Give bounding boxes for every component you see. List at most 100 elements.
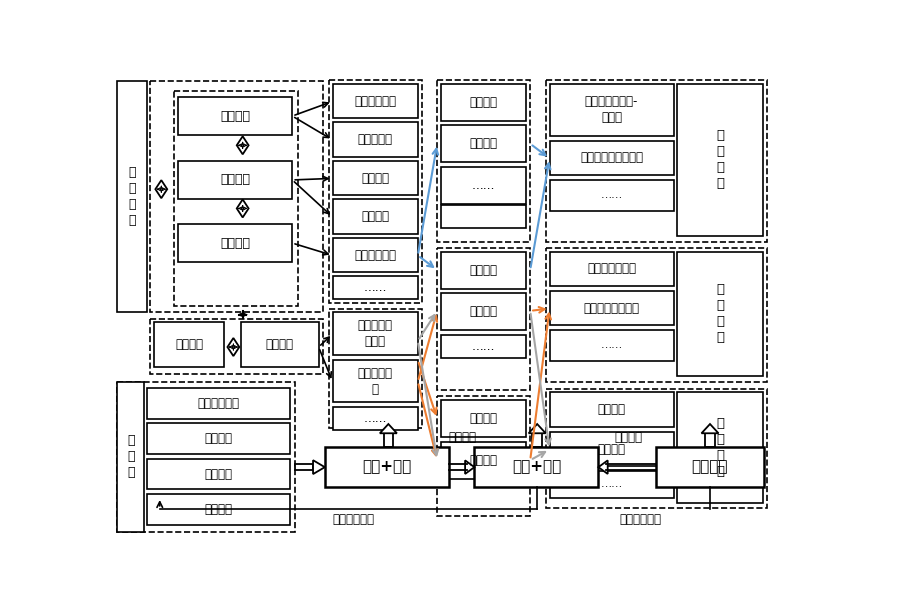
Bar bbox=[147, 459, 290, 489]
Bar bbox=[333, 407, 418, 430]
Bar bbox=[117, 82, 147, 313]
Polygon shape bbox=[236, 200, 248, 217]
Bar bbox=[333, 199, 418, 234]
Bar bbox=[550, 141, 673, 176]
Bar bbox=[154, 322, 224, 367]
Bar bbox=[150, 319, 323, 374]
Text: 小学期实习: 小学期实习 bbox=[358, 133, 392, 146]
Text: 综合实践: 综合实践 bbox=[220, 173, 250, 187]
Bar bbox=[325, 447, 448, 487]
Bar bbox=[545, 389, 766, 508]
Text: 专业素养: 专业素养 bbox=[469, 138, 497, 150]
Text: 校企合作: 校企合作 bbox=[448, 432, 476, 445]
Text: 专业技能: 专业技能 bbox=[469, 96, 497, 109]
Text: 软件开发工程中心: 软件开发工程中心 bbox=[583, 301, 640, 314]
Bar bbox=[656, 447, 765, 487]
Text: 提升实践: 提升实践 bbox=[220, 236, 250, 249]
Bar bbox=[333, 238, 418, 273]
Bar bbox=[550, 252, 673, 286]
Bar bbox=[241, 322, 319, 367]
Bar bbox=[545, 80, 766, 241]
Text: 学
科
平
台: 学 科 平 台 bbox=[716, 130, 724, 190]
Bar bbox=[441, 84, 526, 120]
Text: 测绘工程: 测绘工程 bbox=[204, 468, 232, 481]
Text: ……: …… bbox=[601, 480, 622, 489]
Bar bbox=[678, 252, 763, 376]
Text: 地理科学: 地理科学 bbox=[204, 432, 232, 445]
Text: 安徽省高峰学科-
地理学: 安徽省高峰学科- 地理学 bbox=[585, 95, 638, 125]
Bar bbox=[441, 125, 526, 162]
Text: 地理信息系
统原理: 地理信息系 统原理 bbox=[358, 319, 392, 348]
Text: 学科竞赛: 学科竞赛 bbox=[469, 263, 497, 276]
Bar bbox=[178, 224, 293, 262]
Bar bbox=[333, 122, 418, 157]
Text: 空间分析原
理: 空间分析原 理 bbox=[358, 367, 392, 396]
Bar bbox=[438, 396, 530, 516]
Bar bbox=[441, 252, 526, 289]
Bar bbox=[117, 382, 144, 532]
Polygon shape bbox=[701, 424, 718, 433]
Bar bbox=[678, 392, 763, 503]
Polygon shape bbox=[313, 460, 325, 474]
Bar bbox=[441, 441, 526, 479]
Bar bbox=[383, 433, 393, 447]
Polygon shape bbox=[598, 460, 608, 474]
Bar bbox=[117, 382, 295, 532]
Bar bbox=[333, 313, 418, 355]
Bar bbox=[550, 84, 673, 136]
Bar bbox=[147, 423, 290, 454]
Text: 专
业
群: 专 业 群 bbox=[127, 434, 134, 480]
Bar bbox=[678, 84, 763, 236]
Polygon shape bbox=[227, 338, 239, 356]
Bar bbox=[550, 392, 673, 427]
Bar bbox=[441, 400, 526, 437]
Bar bbox=[441, 204, 526, 228]
Text: 实景地理环境实验室: 实景地理环境实验室 bbox=[580, 152, 643, 165]
Polygon shape bbox=[528, 424, 545, 433]
Text: 基础数据采集: 基础数据采集 bbox=[354, 95, 396, 107]
Bar bbox=[333, 84, 418, 119]
Text: 反哺平台建设: 反哺平台建设 bbox=[619, 513, 661, 526]
Text: 理论课程: 理论课程 bbox=[265, 338, 294, 351]
Bar bbox=[150, 82, 323, 313]
Polygon shape bbox=[155, 180, 168, 198]
Bar bbox=[438, 247, 530, 390]
Text: 教学+成果: 教学+成果 bbox=[512, 460, 561, 475]
Text: ……: …… bbox=[601, 341, 622, 351]
Text: ……: …… bbox=[363, 412, 387, 425]
Text: 实践+理论: 实践+理论 bbox=[362, 460, 411, 475]
Bar bbox=[441, 167, 526, 204]
Bar bbox=[295, 464, 313, 470]
Text: ……: …… bbox=[472, 179, 496, 192]
Bar bbox=[550, 180, 673, 211]
Text: 基础实践: 基础实践 bbox=[220, 109, 250, 123]
Text: 促进专业发展: 促进专业发展 bbox=[333, 513, 374, 526]
Bar bbox=[329, 308, 421, 428]
Text: 创新创业实践: 创新创业实践 bbox=[354, 249, 396, 262]
Text: ……: …… bbox=[363, 281, 387, 294]
Text: 校企合作: 校企合作 bbox=[614, 432, 642, 445]
Bar bbox=[147, 388, 290, 419]
Text: 企业导师: 企业导师 bbox=[175, 338, 203, 351]
Text: 无人机工程中心: 无人机工程中心 bbox=[587, 262, 636, 275]
Bar bbox=[475, 447, 598, 487]
Text: 依托平台: 依托平台 bbox=[692, 460, 728, 475]
Text: 南京国图: 南京国图 bbox=[598, 403, 625, 416]
Bar bbox=[147, 494, 290, 525]
Polygon shape bbox=[465, 460, 475, 474]
Bar bbox=[550, 471, 673, 498]
Text: 企
业
融
入: 企 业 融 入 bbox=[128, 166, 136, 227]
Bar bbox=[333, 360, 418, 402]
Bar bbox=[441, 335, 526, 358]
Text: ……: …… bbox=[601, 190, 622, 200]
Bar bbox=[174, 91, 298, 306]
Text: 导航工程: 导航工程 bbox=[204, 503, 232, 516]
Bar bbox=[441, 293, 526, 330]
Text: 毕业实习: 毕业实习 bbox=[361, 171, 390, 185]
Text: 企
业
政
府: 企 业 政 府 bbox=[716, 417, 724, 478]
Text: 基础教学: 基础教学 bbox=[469, 412, 497, 425]
Text: ……: …… bbox=[472, 340, 496, 353]
Bar bbox=[333, 161, 418, 195]
Polygon shape bbox=[380, 424, 397, 433]
Text: 大创项目: 大创项目 bbox=[469, 305, 497, 318]
